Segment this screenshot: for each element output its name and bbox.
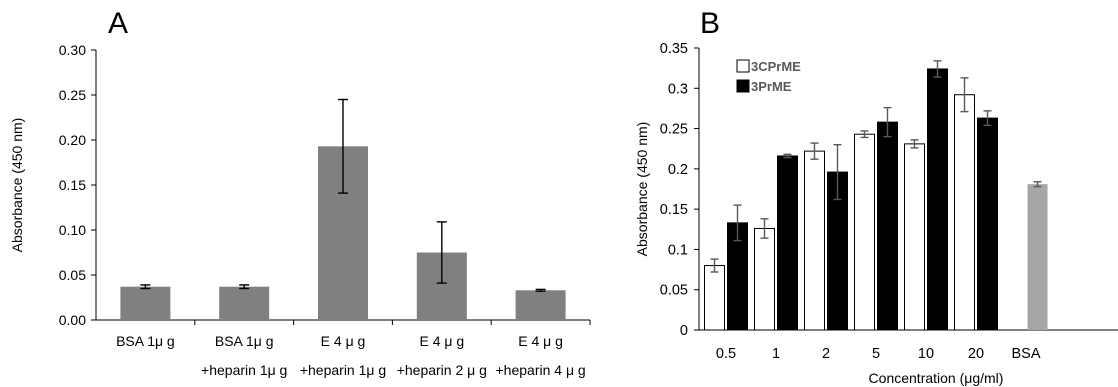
x-tick-label-a-line2: +heparin 1μ g	[300, 362, 386, 378]
y-axis-title-b: Absorbance (450 nm)	[634, 122, 650, 257]
bar-b-3PrME	[977, 117, 998, 331]
legend-label: 3CPrME	[751, 59, 801, 74]
x-tick-label-b: 1	[772, 346, 780, 362]
panel-a-label: A	[108, 7, 128, 40]
bar-a	[219, 286, 270, 320]
panel-b-label: B	[700, 7, 720, 40]
x-tick-label-a: E 4 μ g	[518, 333, 563, 349]
y-tick-label-b: 0.2	[668, 162, 688, 178]
y-axis-title-a: Absorbance (450 nm)	[9, 118, 25, 253]
y-tick-label-b: 0.1	[668, 242, 688, 258]
bar-b-3CPrME	[804, 150, 825, 331]
bar-b-3CPrME	[954, 94, 975, 331]
y-tick-label-b: 0.25	[660, 122, 688, 138]
bar-b-3CPrME	[854, 133, 875, 331]
legend-swatch	[736, 79, 750, 93]
bar-b-3CPrME	[754, 227, 775, 331]
y-tick-label-a: 0.25	[59, 87, 86, 103]
y-tick-label-a: 0.00	[59, 312, 86, 328]
y-tick-label-b: 0.05	[660, 283, 688, 299]
bar-a	[515, 290, 566, 320]
bar-b-3CPrME	[904, 143, 925, 331]
y-tick-label-b: 0.3	[668, 81, 688, 97]
x-tick-label-a: BSA 1μ g	[215, 333, 274, 349]
x-tick-label-b: 10	[918, 346, 934, 362]
x-tick-label-b: BSA	[1011, 346, 1040, 362]
bar-a	[120, 286, 171, 320]
y-tick-label-b: 0.15	[660, 202, 688, 218]
bar-b-3PrME	[877, 121, 898, 331]
y-tick-label-a: 0.10	[59, 222, 86, 238]
x-tick-label-a-line2: +heparin 4 μ g	[496, 362, 586, 378]
x-tick-label-a-line2: +heparin 1μ g	[201, 362, 287, 378]
x-tick-label-a: BSA 1μ g	[116, 333, 175, 349]
bar-b-3CPrME	[704, 265, 725, 331]
x-axis-title-b: Concentration (μg/ml)	[869, 370, 1004, 386]
y-tick-label-a: 0.30	[59, 42, 86, 58]
x-tick-label-b: 5	[872, 346, 880, 362]
y-tick-label-a: 0.20	[59, 132, 86, 148]
y-tick-label-b: 0.35	[660, 41, 688, 57]
panel-b-chart: B 0 0.05 0.1 0.15 0.2 0.25 0.3 0.35 Absorbance (4…	[634, 7, 1118, 386]
y-tick-label-b: 0	[680, 323, 688, 339]
x-tick-label-b: 0.5	[716, 346, 736, 362]
panel-a-chart: A 0.00 0.05 0.10 0.15 0.20 0.25 0.30 Absorbance …	[9, 7, 591, 378]
bar-b-3PrME	[777, 155, 798, 331]
x-tick-label-b: 2	[822, 346, 830, 362]
x-tick-label-a-line2: +heparin 2 μ g	[397, 362, 487, 378]
legend-swatch	[736, 59, 750, 73]
legend-label: 3PrME	[751, 79, 792, 94]
x-tick-label-a: E 4 μ g	[419, 333, 464, 349]
y-tick-label-a: 0.05	[59, 267, 86, 283]
bar-b-3PrME	[927, 68, 948, 331]
bar-b-bsa	[1027, 184, 1048, 330]
x-tick-label-b: 20	[968, 346, 984, 362]
x-tick-label-a: E 4 μ g	[321, 333, 366, 349]
y-tick-label-a: 0.15	[59, 177, 86, 193]
